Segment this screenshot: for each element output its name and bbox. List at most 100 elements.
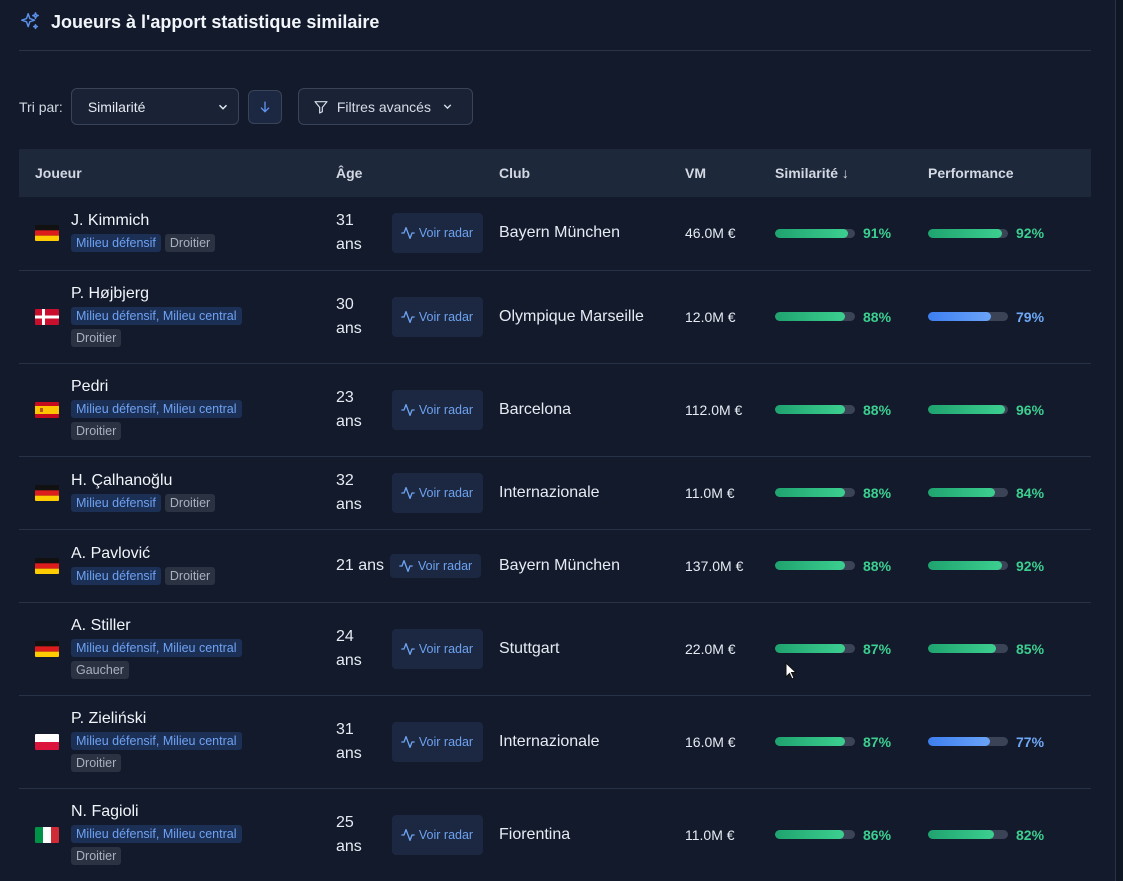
advanced-filters-button[interactable]: Filtres avancés: [297, 88, 473, 125]
position-tag: Milieu défensif, Milieu central: [71, 306, 242, 325]
market-value-cell: 16.0M €: [685, 695, 775, 788]
table-row[interactable]: A. Stiller Milieu défensif, Milieu centr…: [19, 602, 1091, 695]
column-header-performance[interactable]: Performance: [928, 165, 1014, 181]
similarity-value: 88%: [863, 484, 892, 501]
performance-cell: 77%: [928, 695, 1091, 788]
foot-tag: Gaucher: [71, 660, 129, 679]
arrow-down-icon: [260, 101, 270, 113]
player-cell: A. Stiller Milieu défensif, Milieu centr…: [19, 602, 319, 695]
player-name[interactable]: P. Højbjerg: [71, 284, 149, 302]
table-row[interactable]: H. Çalhanoğlu Milieu défensif Droitier 3…: [19, 456, 1091, 529]
table-row[interactable]: N. Fagioli Milieu défensif, Milieu centr…: [19, 788, 1091, 881]
club-cell: Internazionale: [499, 483, 600, 501]
view-radar-label: Voir radar: [418, 558, 473, 573]
club-cell: Bayern München: [499, 224, 620, 242]
market-value-cell: 11.0M €: [685, 456, 775, 529]
performance-bar: [928, 312, 1008, 321]
foot-tag: Droitier: [164, 566, 216, 585]
similarity-cell: 88%: [775, 529, 928, 602]
performance-bar: [928, 561, 1008, 570]
performance-bar: [928, 488, 1008, 497]
table-row[interactable]: P. Højbjerg Milieu défensif, Milieu cent…: [19, 270, 1091, 363]
performance-cell: 92%: [928, 529, 1091, 602]
table-row[interactable]: A. Pavlović Milieu défensif Droitier 21 …: [19, 529, 1091, 602]
view-radar-button[interactable]: Voir radar: [392, 628, 483, 669]
position-tag: Milieu défensif: [71, 493, 161, 512]
sort-direction-button[interactable]: [247, 89, 282, 124]
view-radar-button[interactable]: Voir radar: [390, 553, 481, 578]
market-value: 22.0M €: [685, 640, 736, 657]
flag-poland-icon: [35, 733, 59, 750]
column-header-player[interactable]: Joueur: [35, 165, 82, 181]
club-cell: Stuttgart: [499, 639, 560, 657]
view-radar-label: Voir radar: [418, 402, 474, 417]
panel-header: Joueurs à l'apport statistique similaire: [19, 0, 1091, 51]
sort-select[interactable]: Similarité: [70, 88, 239, 125]
age-cell: 31 ans Voir radar: [319, 197, 499, 270]
flag-denmark-icon: [35, 308, 59, 325]
player-name[interactable]: P. Zieliński: [71, 709, 147, 727]
player-cell: J. Kimmich Milieu défensif Droitier: [19, 197, 319, 270]
position-tag: Milieu défensif: [71, 566, 161, 585]
flag-germany-icon: [35, 484, 59, 501]
table-row[interactable]: P. Zieliński Milieu défensif, Milieu cen…: [19, 695, 1091, 788]
player-name[interactable]: H. Çalhanoğlu: [71, 471, 173, 489]
player-cell: P. Zieliński Milieu défensif, Milieu cen…: [19, 695, 319, 788]
view-radar-label: Voir radar: [418, 641, 474, 656]
column-header-age[interactable]: Âge: [336, 165, 363, 181]
similarity-cell: 88%: [775, 456, 928, 529]
similarity-bar: [775, 488, 855, 497]
player-name[interactable]: A. Pavlović: [71, 544, 151, 562]
view-radar-button[interactable]: Voir radar: [392, 389, 483, 430]
column-header-similarity[interactable]: Similarité ↓: [775, 165, 849, 181]
activity-icon: [401, 735, 415, 748]
foot-tag: Droitier: [71, 846, 122, 865]
view-radar-button[interactable]: Voir radar: [392, 721, 483, 762]
player-name[interactable]: Pedri: [71, 377, 109, 395]
club-cell: Olympique Marseille: [499, 307, 644, 325]
view-radar-button[interactable]: Voir radar: [392, 213, 483, 254]
scrollbar[interactable]: [1116, 0, 1123, 881]
activity-icon: [401, 403, 415, 416]
similarity-bar: [775, 312, 855, 321]
players-table: Joueur Âge Club VM Similarité ↓ Performa…: [19, 149, 1091, 881]
player-age: 23 ans: [336, 388, 362, 430]
performance-bar: [928, 737, 1008, 746]
similarity-value: 87%: [863, 733, 892, 750]
column-header-vm[interactable]: VM: [685, 165, 706, 181]
activity-icon: [401, 310, 415, 323]
view-radar-label: Voir radar: [418, 226, 474, 241]
flag-germany-icon: [35, 640, 59, 657]
player-cell: P. Højbjerg Milieu défensif, Milieu cent…: [19, 270, 319, 363]
view-radar-button[interactable]: Voir radar: [392, 814, 483, 855]
view-radar-button[interactable]: Voir radar: [392, 472, 483, 513]
player-name[interactable]: A. Stiller: [71, 616, 131, 634]
market-value: 12.0M €: [685, 308, 736, 325]
performance-value: 92%: [1016, 557, 1045, 574]
column-header-club[interactable]: Club: [499, 165, 531, 181]
player-cell: A. Pavlović Milieu défensif Droitier: [19, 529, 319, 602]
player-age: 31 ans: [336, 720, 362, 762]
player-name[interactable]: N. Fagioli: [71, 802, 139, 820]
similarity-bar: [775, 830, 855, 839]
club-cell: Fiorentina: [499, 825, 571, 843]
similarity-cell: 87%: [775, 602, 928, 695]
market-value: 112.0M €: [685, 401, 743, 418]
performance-bar-fill: [928, 228, 1002, 238]
performance-bar-fill: [928, 312, 992, 321]
table-row[interactable]: J. Kimmich Milieu défensif Droitier 31 a…: [19, 197, 1091, 270]
similarity-bar-fill: [775, 830, 844, 839]
performance-bar-fill: [928, 405, 1005, 414]
performance-bar-fill: [928, 488, 996, 497]
table-row[interactable]: Pedri Milieu défensif, Milieu central Dr…: [19, 363, 1091, 456]
market-value: 11.0M €: [685, 484, 735, 501]
sparkles-icon: [21, 12, 39, 30]
view-radar-label: Voir radar: [418, 485, 474, 500]
view-radar-button[interactable]: Voir radar: [392, 296, 483, 337]
foot-tag: Droitier: [71, 328, 122, 347]
player-name[interactable]: J. Kimmich: [71, 212, 150, 230]
position-tag: Milieu défensif, Milieu central: [71, 399, 242, 418]
similarity-bar-fill: [775, 644, 845, 653]
similarity-bar-fill: [775, 228, 848, 238]
